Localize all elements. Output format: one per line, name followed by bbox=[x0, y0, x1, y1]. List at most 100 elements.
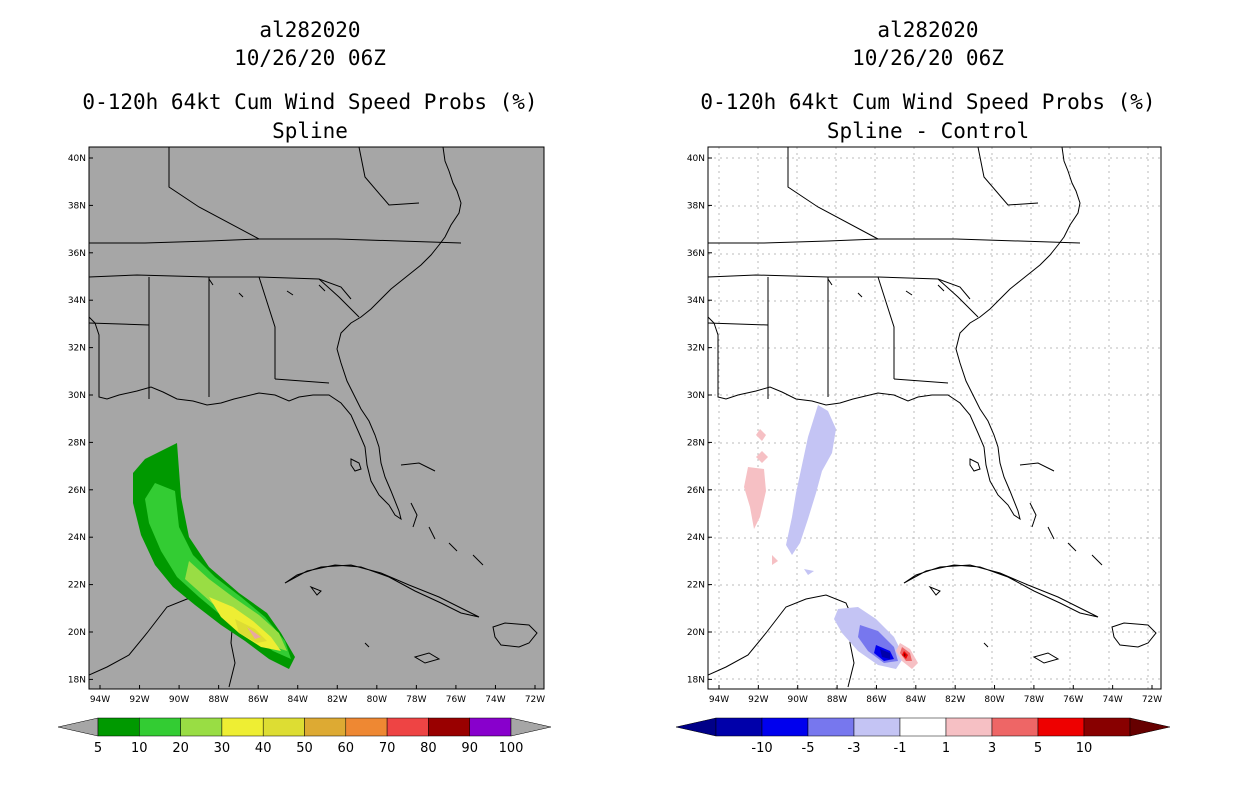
lat-label: 38N bbox=[68, 201, 86, 211]
right-map bbox=[707, 146, 1162, 690]
diff-positive-light-a bbox=[744, 467, 766, 529]
colorbar-label: 5 bbox=[94, 741, 102, 756]
lat-label: 34N bbox=[687, 296, 705, 306]
left-storm-id: al282020 bbox=[259, 18, 361, 42]
colorbar-label: -3 bbox=[848, 741, 861, 756]
diff-positive-light-b bbox=[756, 429, 766, 441]
right-product-title: 0-120h 64kt Cum Wind Speed Probs (%) bbox=[700, 90, 1156, 114]
colorbar-low-arrow bbox=[57, 717, 99, 737]
lon-label: 80W bbox=[367, 695, 387, 705]
left-map bbox=[88, 146, 545, 690]
colorbar-swatch bbox=[761, 717, 809, 737]
colorbar-label: 50 bbox=[296, 741, 313, 756]
colorbar-swatch bbox=[304, 717, 347, 737]
lat-label: 32N bbox=[68, 344, 86, 354]
diff-negative-light bbox=[786, 405, 836, 555]
lon-label: 76W bbox=[446, 695, 466, 705]
lon-label: 92W bbox=[748, 695, 768, 705]
lon-label: 90W bbox=[788, 695, 808, 705]
lon-label: 92W bbox=[129, 695, 149, 705]
prob-contour-20 bbox=[185, 561, 287, 651]
diff-positive-east-max bbox=[904, 653, 906, 657]
lat-label: 38N bbox=[687, 201, 705, 211]
colorbar-swatch bbox=[1083, 717, 1131, 737]
colorbar-swatch bbox=[469, 717, 512, 737]
colorbar-label: -5 bbox=[802, 741, 815, 756]
colorbar-label: -1 bbox=[894, 741, 907, 756]
lat-label: 32N bbox=[687, 344, 705, 354]
lat-label: 36N bbox=[687, 249, 705, 259]
right-map-background bbox=[707, 146, 1162, 690]
diff-positive-light-d bbox=[772, 555, 778, 565]
lat-label: 40N bbox=[687, 154, 705, 164]
left-colorbar: 5 10 20 30 40 50 60 70 80 90 100 bbox=[57, 717, 552, 756]
colorbar-label: 90 bbox=[461, 741, 478, 756]
lon-label: 88W bbox=[827, 695, 847, 705]
lon-label: 94W bbox=[90, 695, 110, 705]
lon-label: 72W bbox=[1142, 695, 1162, 705]
lat-label: 24N bbox=[687, 533, 705, 543]
colorbar-label: 3 bbox=[988, 741, 996, 756]
left-map-background bbox=[88, 146, 545, 690]
colorbar-label: 20 bbox=[172, 741, 189, 756]
lat-label: 28N bbox=[687, 438, 705, 448]
colorbar-swatch bbox=[180, 717, 223, 737]
lat-label: 26N bbox=[68, 486, 86, 496]
lat-label: 36N bbox=[68, 249, 86, 259]
lon-label: 94W bbox=[709, 695, 729, 705]
colorbar-swatch bbox=[221, 717, 264, 737]
colorbar-low-arrow bbox=[675, 717, 717, 737]
colorbar-label: 30 bbox=[214, 741, 231, 756]
lat-label: 34N bbox=[68, 296, 86, 306]
lon-label: 86W bbox=[866, 695, 886, 705]
colorbar-label: -10 bbox=[751, 741, 772, 756]
lat-label: 20N bbox=[68, 628, 86, 638]
lat-label: 30N bbox=[68, 391, 86, 401]
lat-label: 28N bbox=[68, 438, 86, 448]
diff-negative-max bbox=[880, 649, 890, 659]
left-product-title: 0-120h 64kt Cum Wind Speed Probs (%) bbox=[82, 90, 538, 114]
colorbar-high-arrow bbox=[510, 717, 552, 737]
colorbar-label: 10 bbox=[131, 741, 148, 756]
colorbar-swatch bbox=[97, 717, 140, 737]
colorbar-swatch bbox=[899, 717, 947, 737]
colorbar-label: 1 bbox=[942, 741, 950, 756]
lon-label: 82W bbox=[945, 695, 965, 705]
colorbar-label: 100 bbox=[499, 741, 524, 756]
diff-negative-light-b bbox=[804, 569, 814, 575]
lon-label: 84W bbox=[288, 695, 308, 705]
right-storm-id: al282020 bbox=[877, 18, 979, 42]
colorbar-label: 10 bbox=[1076, 741, 1093, 756]
colorbar-high-arrow bbox=[1129, 717, 1171, 737]
lon-label: 90W bbox=[169, 695, 189, 705]
lon-label: 80W bbox=[984, 695, 1004, 705]
colorbar-swatch bbox=[262, 717, 305, 737]
colorbar-swatch bbox=[807, 717, 855, 737]
colorbar-label: 60 bbox=[338, 741, 355, 756]
lat-label: 18N bbox=[687, 675, 705, 685]
lat-label: 20N bbox=[687, 628, 705, 638]
lat-label: 24N bbox=[68, 533, 86, 543]
lon-label: 88W bbox=[208, 695, 228, 705]
colorbar-swatch bbox=[991, 717, 1039, 737]
lat-label: 22N bbox=[687, 581, 705, 591]
right-run-title: Spline - Control bbox=[826, 119, 1030, 143]
colorbar-label: 70 bbox=[379, 741, 396, 756]
lat-label: 40N bbox=[68, 154, 86, 164]
lat-label: 30N bbox=[687, 391, 705, 401]
colorbar-label: 40 bbox=[255, 741, 272, 756]
right-axis-labels: 40N 38N 36N 34N 32N 30N 28N 26N 24N 22N 20N 18N 94W 9… bbox=[687, 154, 1162, 705]
diff-positive-light-c bbox=[756, 451, 768, 463]
lon-label: 78W bbox=[1024, 695, 1044, 705]
lon-label: 74W bbox=[485, 695, 505, 705]
colorbar-swatch bbox=[386, 717, 429, 737]
lon-label: 82W bbox=[327, 695, 347, 705]
right-colorbar: -10 -5 -3 -1 1 3 5 10 bbox=[675, 717, 1171, 756]
colorbar-swatch bbox=[428, 717, 470, 737]
right-datetime: 10/26/20 06Z bbox=[852, 46, 1004, 70]
colorbar-swatch bbox=[139, 717, 181, 737]
lat-label: 18N bbox=[68, 675, 86, 685]
colorbar-swatch bbox=[853, 717, 901, 737]
right-gridlines bbox=[708, 147, 1161, 689]
colorbar-swatch bbox=[945, 717, 993, 737]
